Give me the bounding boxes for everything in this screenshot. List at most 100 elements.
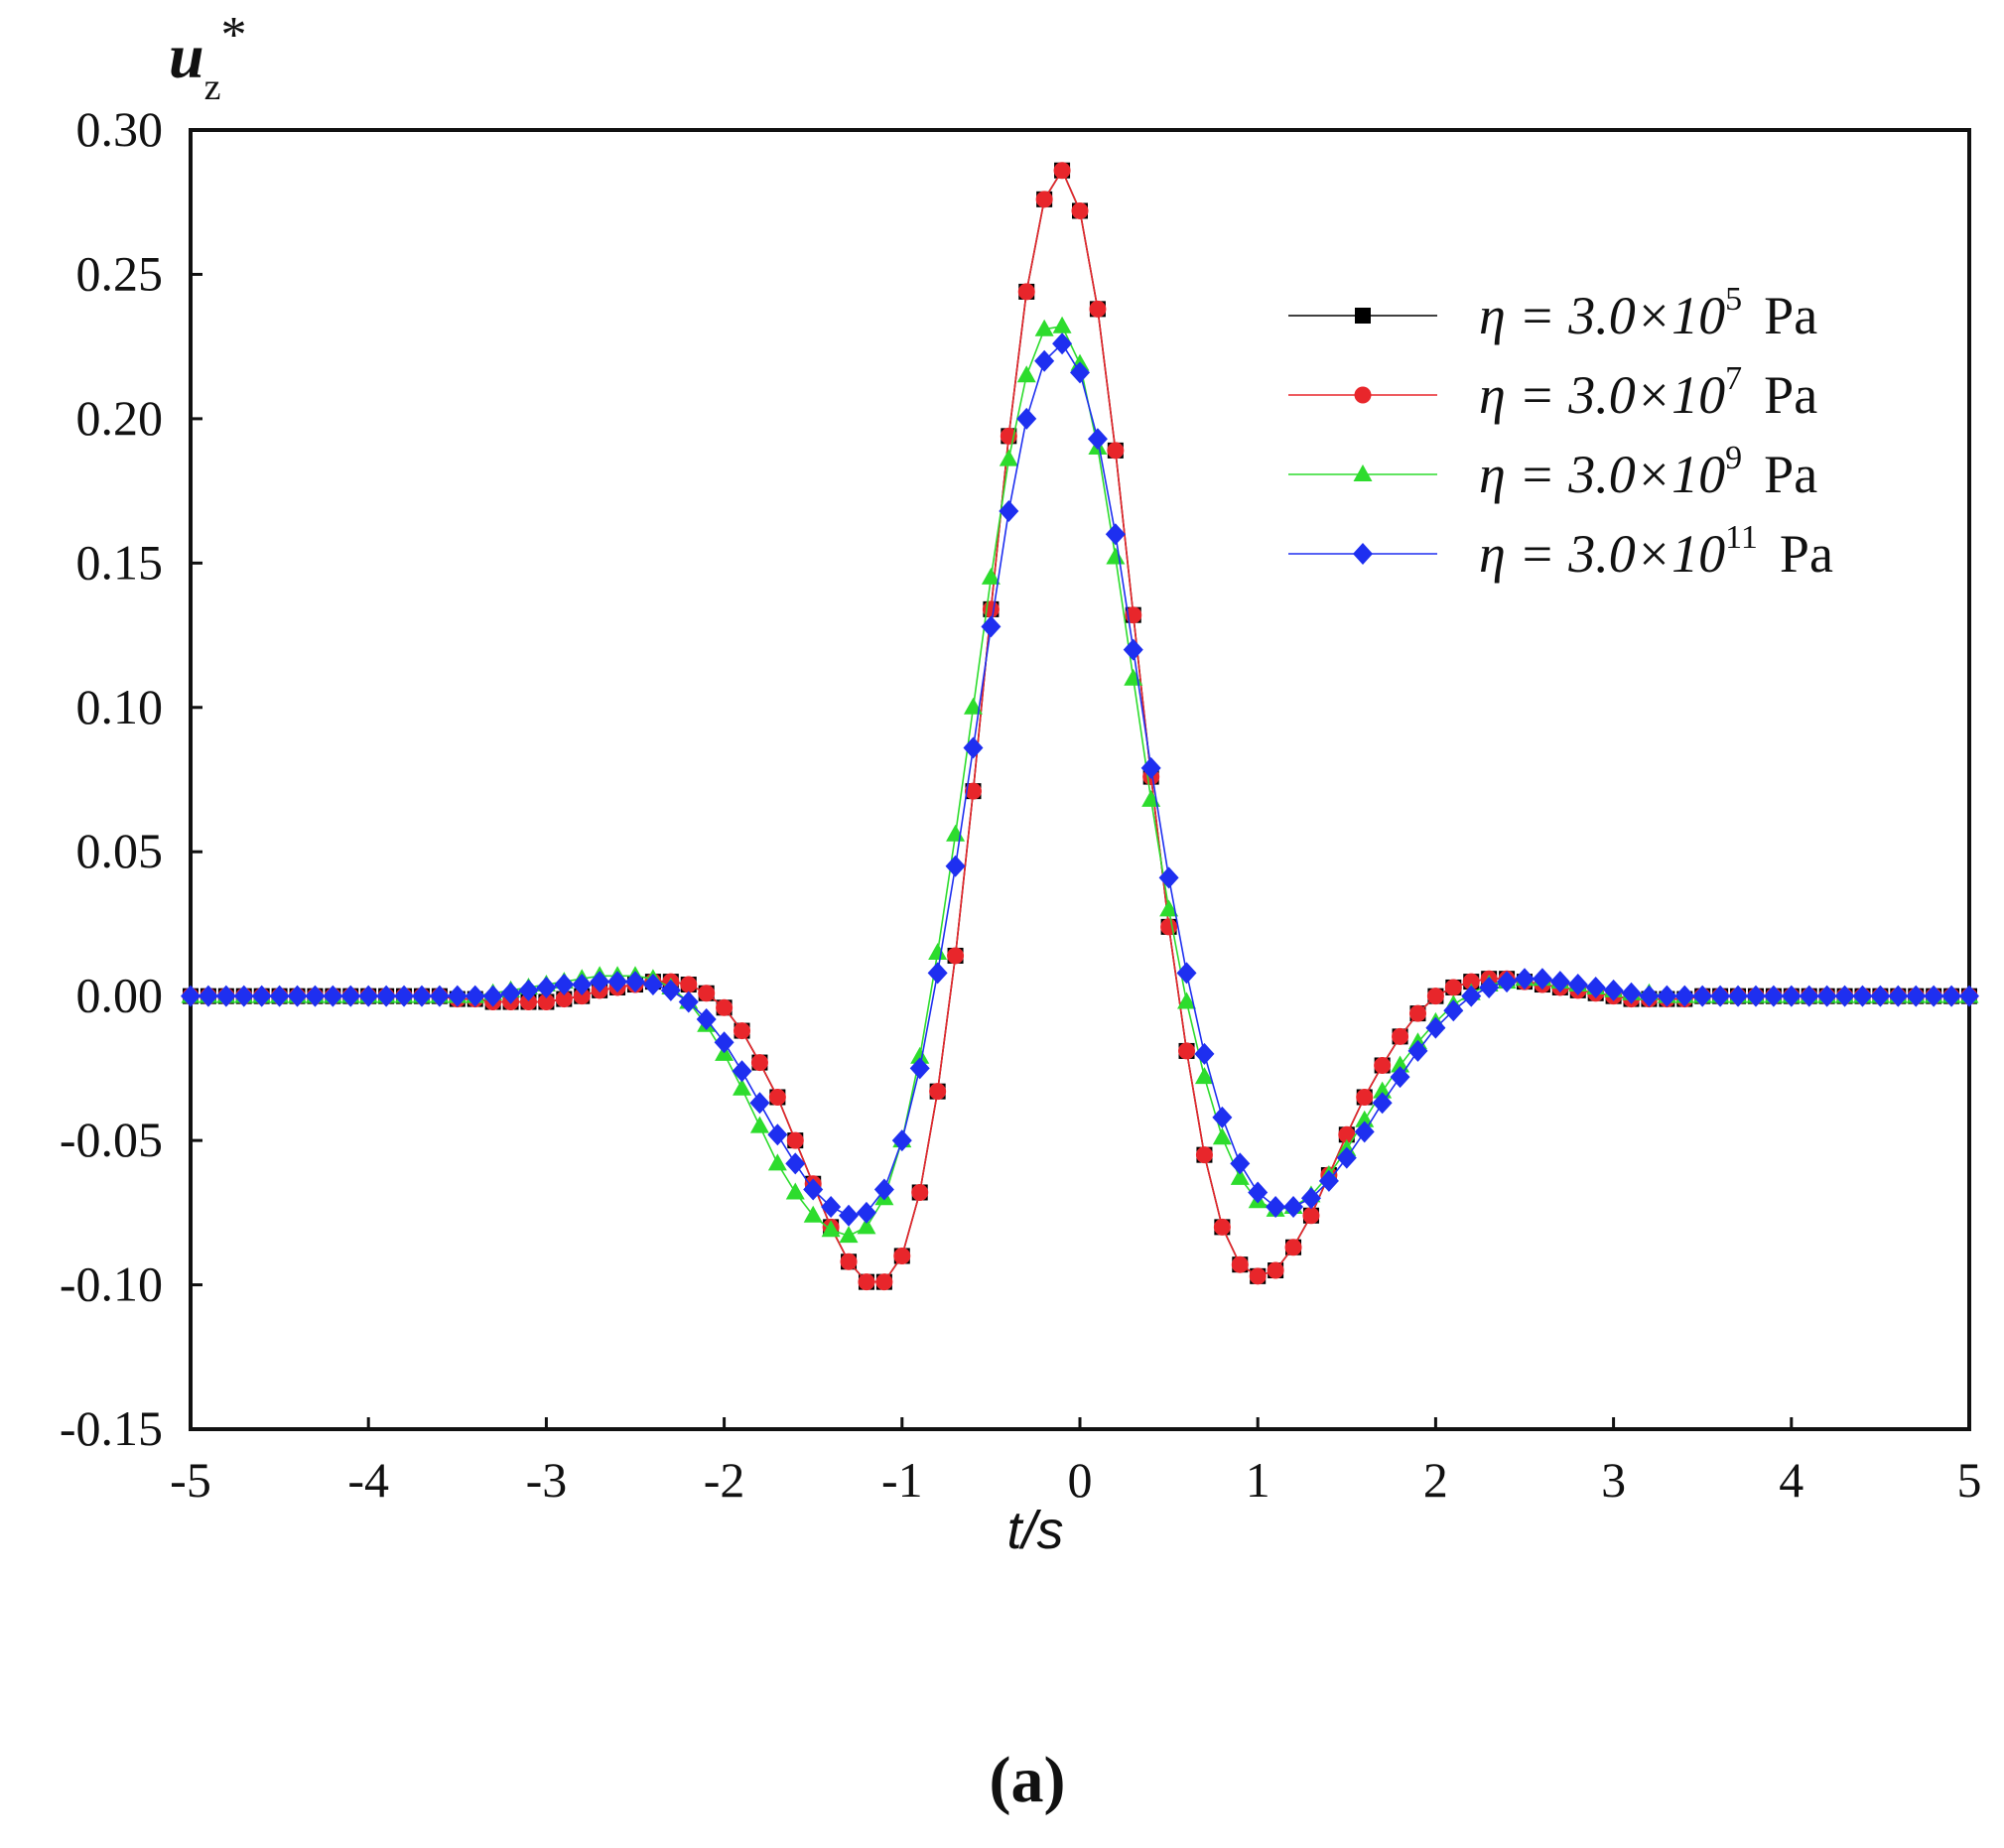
y-tick-label: -0.15 (60, 1400, 163, 1456)
data-point (1639, 985, 1660, 1007)
data-point (411, 985, 432, 1007)
data-point (1178, 1042, 1196, 1060)
data-point (1248, 1181, 1269, 1204)
data-point (1354, 1121, 1375, 1143)
data-point (1497, 971, 1518, 993)
data-point (911, 1183, 929, 1201)
data-point (1852, 985, 1873, 1007)
data-point (1194, 1067, 1214, 1085)
legend-item: η = 3.0×107 Pa (1288, 360, 1817, 425)
data-point (572, 974, 593, 996)
data-point (233, 985, 254, 1007)
data-point (269, 985, 290, 1007)
data-point (1763, 985, 1784, 1007)
data-point (785, 1182, 805, 1200)
data-point (323, 985, 343, 1007)
legend-marker (1353, 464, 1373, 481)
data-point (803, 1178, 824, 1201)
data-point (839, 1226, 859, 1244)
data-point (1230, 1167, 1250, 1185)
data-point (999, 449, 1018, 466)
data-point (394, 985, 415, 1007)
data-point (1053, 162, 1071, 180)
y-tick-label: 0.10 (76, 679, 164, 734)
data-point (749, 1092, 770, 1115)
data-point (1888, 985, 1909, 1007)
data-point (1710, 985, 1731, 1007)
data-point (927, 962, 948, 985)
x-tick-label: 3 (1601, 1452, 1626, 1508)
data-point (429, 985, 450, 1007)
data-point (767, 1123, 788, 1146)
data-point (573, 988, 591, 1005)
data-point (1016, 365, 1036, 383)
x-tick-label: 1 (1246, 1452, 1270, 1508)
x-tick-label: -2 (704, 1452, 745, 1508)
data-point (482, 985, 503, 1007)
series-layer (181, 162, 1979, 1291)
data-point (767, 1153, 787, 1171)
data-point (1425, 1016, 1446, 1039)
data-point (875, 1273, 893, 1291)
data-point (1407, 1039, 1428, 1062)
data-point (858, 1273, 875, 1291)
data-point (1160, 918, 1178, 936)
data-point (1283, 1196, 1304, 1219)
data-point (945, 855, 966, 877)
data-point (1140, 756, 1161, 779)
data-point (856, 1201, 876, 1224)
data-point (537, 992, 555, 1010)
data-point (1390, 1066, 1410, 1089)
x-tick-label: 2 (1423, 1452, 1448, 1508)
data-point (1479, 976, 1500, 998)
x-tick-label: -4 (347, 1452, 389, 1508)
legend: η = 3.0×105 Pa η = 3.0×107 Pa η = 3.0×109 Pa η… (1288, 281, 1833, 584)
data-point (1941, 985, 1962, 1007)
y-axis-label-sub: z (204, 66, 221, 108)
x-tick-label: 0 (1068, 1452, 1093, 1508)
legend-item: η = 3.0×1011 Pa (1288, 519, 1833, 584)
data-point (536, 976, 557, 998)
data-point (1158, 866, 1179, 889)
data-point (1212, 1127, 1232, 1145)
y-tick-label: 0.25 (76, 245, 164, 301)
legend-marker (1353, 543, 1373, 565)
data-point (1123, 638, 1143, 661)
data-point (893, 1247, 911, 1264)
data-point (555, 990, 573, 1008)
data-point (821, 1220, 841, 1238)
data-point (786, 1131, 804, 1149)
x-tick-label: 4 (1779, 1452, 1804, 1508)
data-point (1176, 962, 1197, 985)
x-axis-label: t/s (1006, 1501, 1063, 1560)
x-tick-label: -5 (170, 1452, 211, 1508)
data-point (1549, 971, 1570, 993)
data-point (340, 985, 361, 1007)
legend-label: η = 3.0×109 Pa (1479, 440, 1817, 504)
data-point (287, 985, 308, 1007)
legend-marker (1354, 386, 1372, 404)
data-point (749, 1116, 769, 1133)
data-point (981, 567, 1001, 585)
data-point (1105, 523, 1126, 546)
data-point (910, 1046, 930, 1064)
data-point (1195, 1146, 1213, 1164)
data-point (909, 1057, 930, 1080)
data-point (1781, 985, 1802, 1007)
y-tick-label: 0.30 (76, 101, 164, 157)
data-point (607, 971, 628, 993)
data-point (716, 998, 734, 1016)
figure-caption: (a) (990, 1744, 1066, 1816)
data-point (376, 985, 397, 1007)
data-point (1284, 1239, 1302, 1256)
data-point (768, 1088, 786, 1106)
data-point (1674, 985, 1695, 1007)
data-point (1177, 991, 1197, 1009)
data-point (733, 1078, 752, 1096)
data-point (1071, 201, 1089, 219)
data-point (1444, 979, 1462, 996)
data-point (1016, 407, 1037, 430)
data-point (198, 985, 218, 1007)
data-point (625, 971, 645, 993)
